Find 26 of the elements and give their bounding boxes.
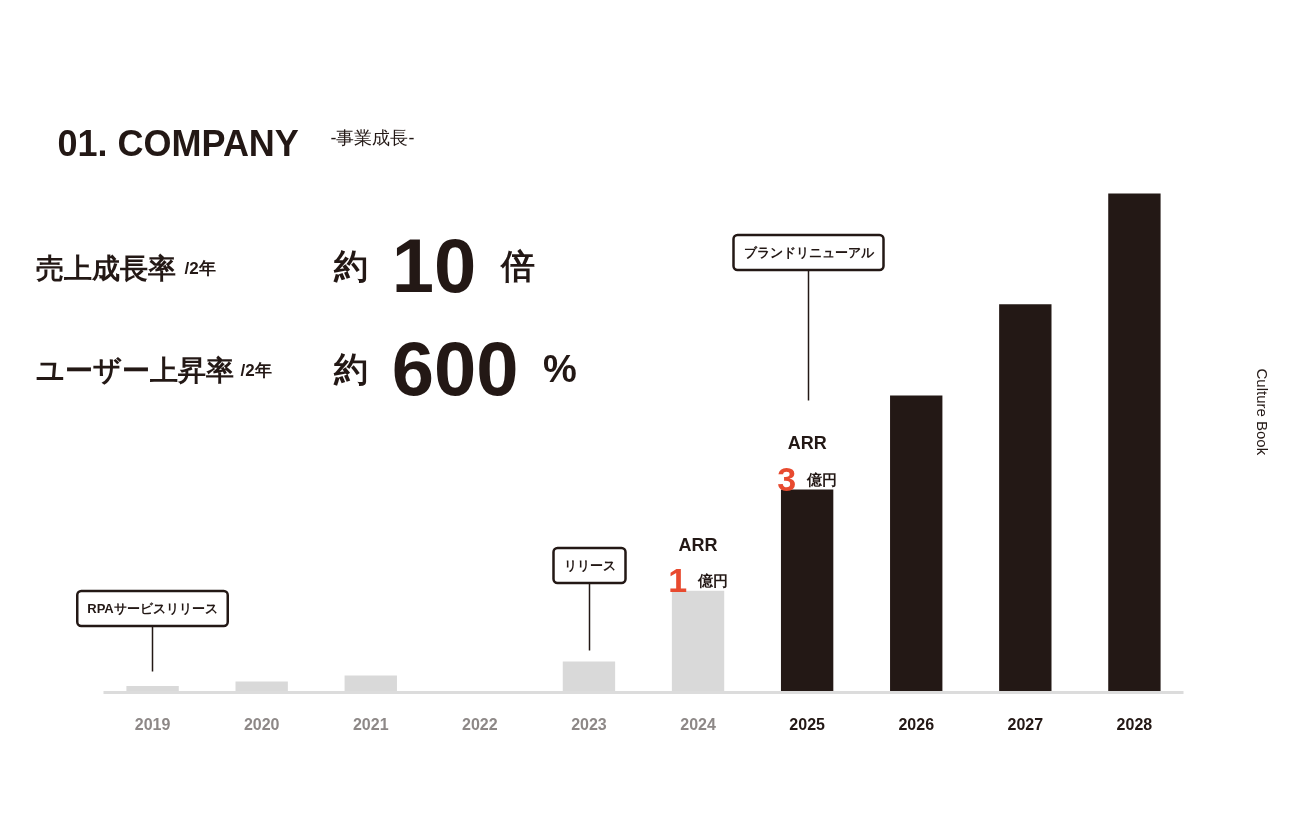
annotation: リリース: [563, 558, 616, 573]
text: Culture Book: [1254, 368, 1271, 456]
annotation: ユーザー上昇率 /2年: [35, 355, 272, 386]
annotation: 約 10 倍: [332, 223, 535, 308]
annotation: 約 600 %: [332, 326, 577, 411]
annotation: 売上成長率 /2年: [35, 253, 216, 284]
chart-subtitle: -事業成長-: [330, 127, 415, 148]
bar: [890, 395, 943, 693]
x-tick-label: 2025: [789, 715, 826, 733]
x-tick-label: 2019: [134, 715, 171, 733]
x-tick-label: 2028: [1116, 715, 1153, 733]
x-tick-label: 2023: [571, 715, 607, 733]
x-tick-label: 2026: [898, 715, 935, 733]
annotation: RPAサービスリリース: [87, 601, 218, 616]
x-tick-label: 2022: [462, 715, 498, 733]
annotation: ARR 3 億円: [777, 433, 838, 498]
chart-title: 01. COMPANY: [57, 123, 299, 164]
x-tick-label: 2020: [243, 715, 280, 733]
bar: [780, 489, 834, 693]
annotation: ARR 1 億円: [668, 534, 728, 600]
x-tick-label: 2021: [352, 715, 389, 733]
bar: [999, 304, 1052, 693]
x-tick-label: 2027: [1007, 715, 1044, 733]
annotation: ブランドリニューアル: [743, 245, 875, 260]
x-tick-label: 2024: [680, 715, 716, 733]
bar: [1108, 193, 1161, 693]
